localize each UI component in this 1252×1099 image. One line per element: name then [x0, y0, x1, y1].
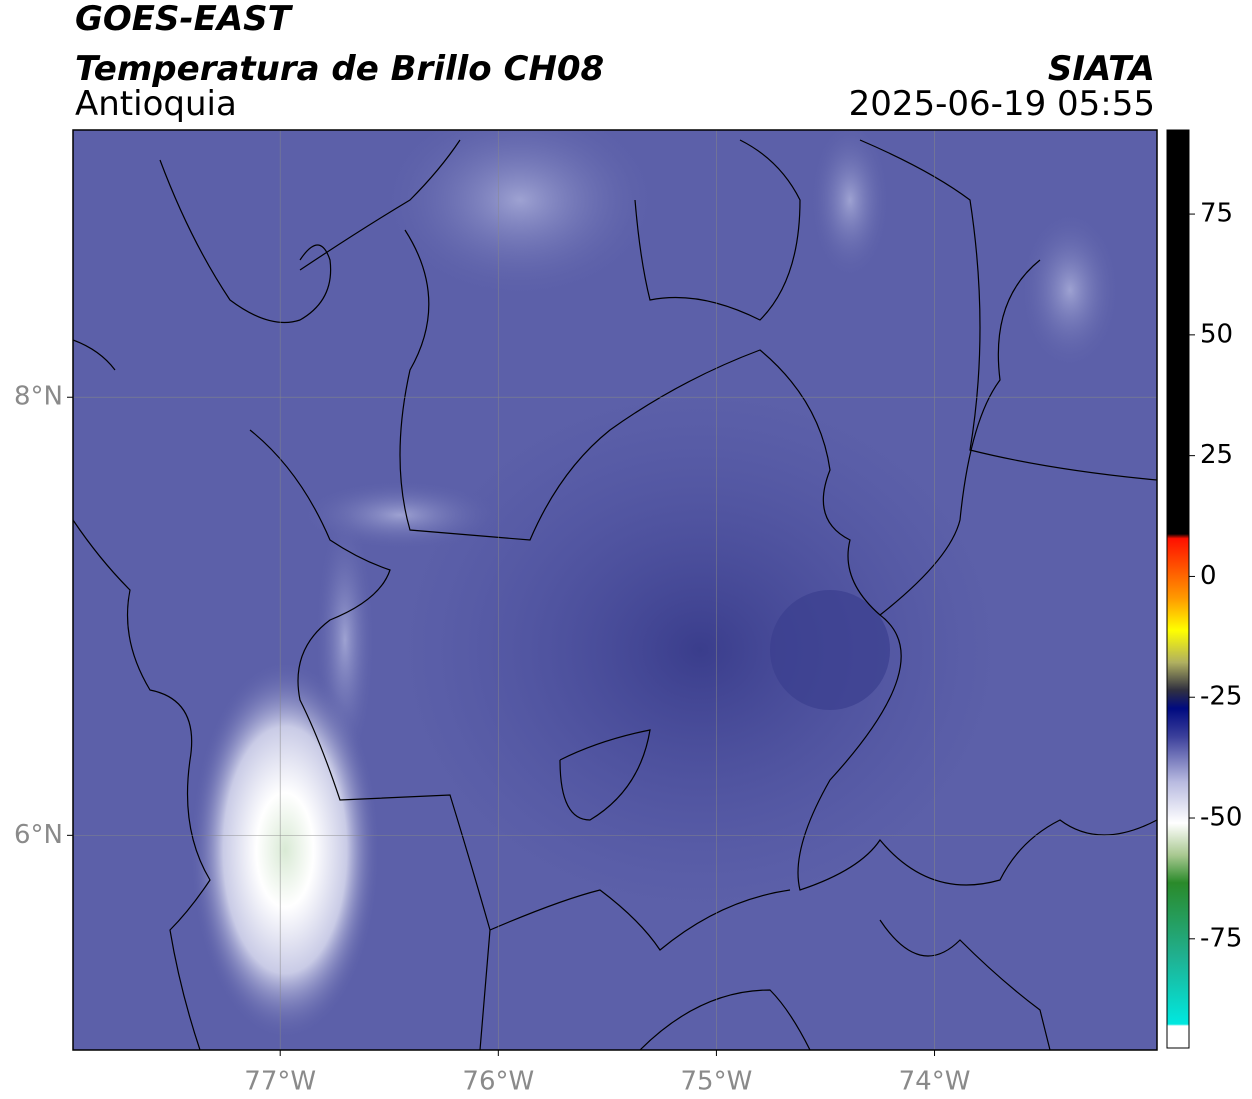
x-tick-label: 74°W — [899, 1067, 971, 1097]
colorbar-label: -50 — [1200, 803, 1242, 833]
colorbar-label: 75 — [1200, 199, 1233, 229]
map-frame — [72, 129, 1158, 1051]
colorbar-label: -75 — [1200, 923, 1242, 953]
x-tick-label: 75°W — [681, 1067, 753, 1097]
y-tick-label: 8°N — [14, 382, 63, 412]
subtitle: Temperatura de Brillo CH08 — [75, 49, 604, 89]
colorbar-label: 25 — [1200, 440, 1233, 470]
source: SIATA — [1048, 49, 1155, 89]
colorbar — [1166, 129, 1190, 1049]
region: Antioquia — [75, 84, 237, 124]
x-tick-label: 76°W — [462, 1067, 534, 1097]
map-image — [73, 130, 1157, 1050]
x-tick-label: 77°W — [244, 1067, 316, 1097]
grid — [73, 130, 1157, 1050]
title: GOES-EAST — [75, 0, 294, 39]
y-tick-label: 6°N — [14, 820, 63, 850]
colorbar-label: 50 — [1200, 319, 1233, 349]
colorbar-label: -25 — [1200, 682, 1242, 712]
colorbar-label: 0 — [1200, 561, 1217, 591]
datetime: 2025-06-19 05:55 — [849, 84, 1155, 124]
